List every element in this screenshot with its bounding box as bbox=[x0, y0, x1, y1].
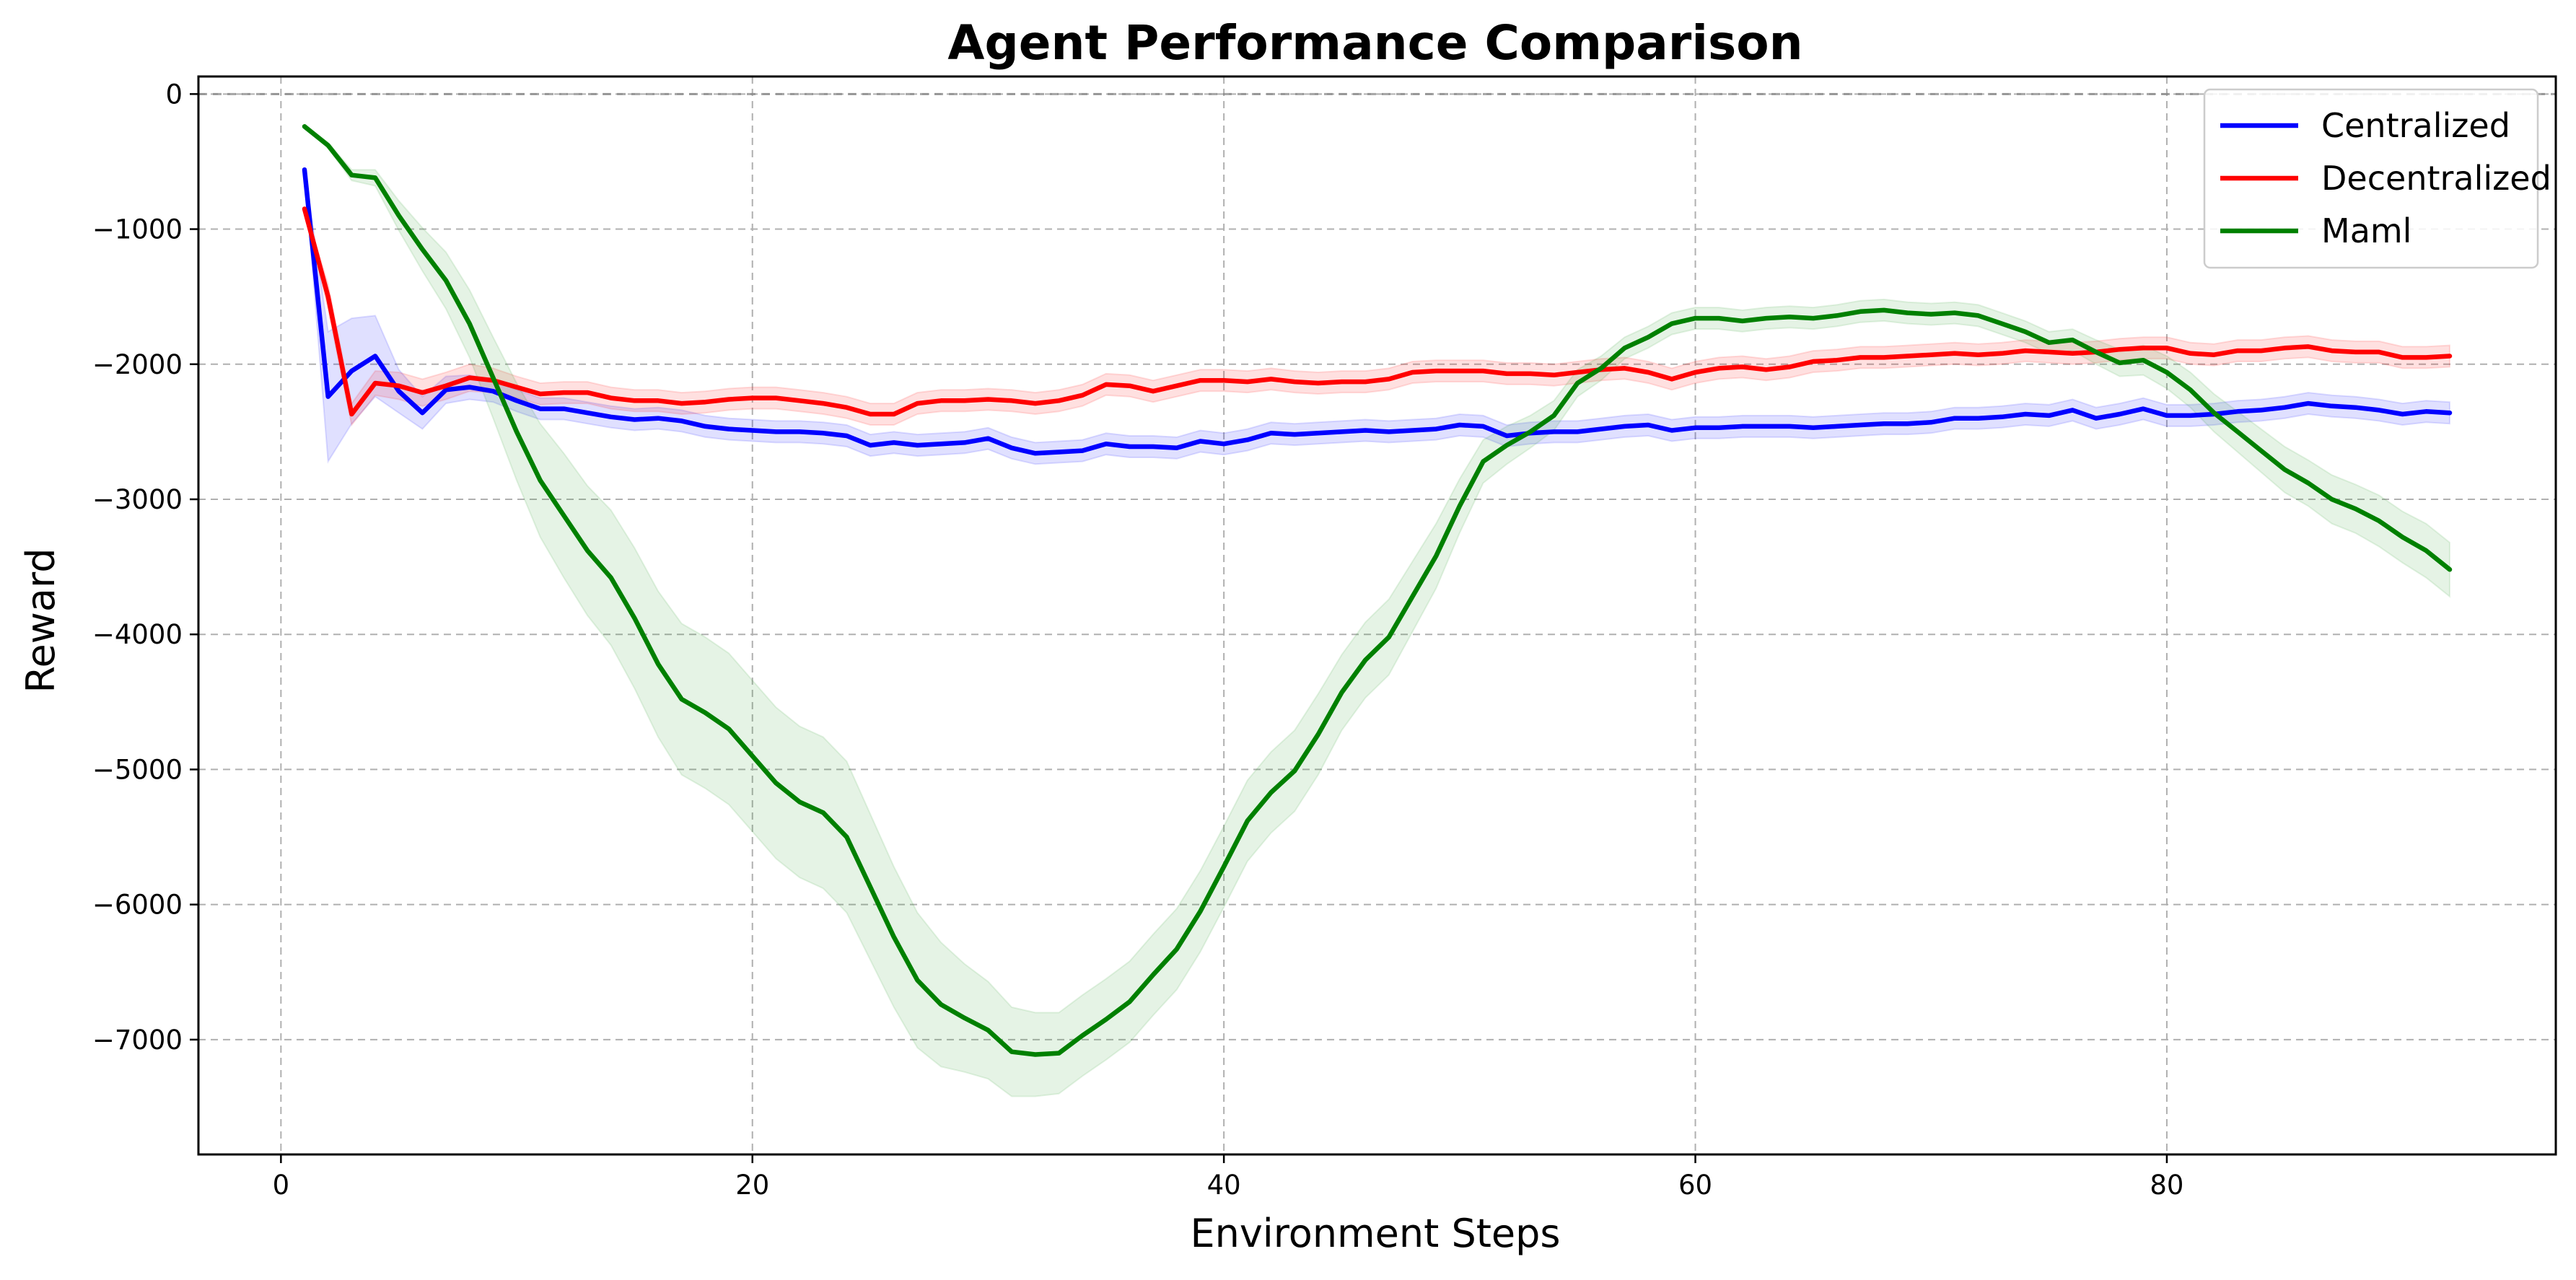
maml-confidence-band bbox=[304, 123, 2450, 1097]
x-axis-label: Environment Steps bbox=[1190, 1211, 1560, 1256]
legend-box bbox=[2203, 88, 2539, 269]
y-tick-label: −5000 bbox=[92, 754, 183, 785]
decentralized-legend-label: Decentralized bbox=[2321, 159, 2551, 198]
x-tick-label: 80 bbox=[2150, 1170, 2183, 1201]
chart-title: Agent Performance Comparison bbox=[947, 15, 1802, 71]
centralized-confidence-band bbox=[304, 168, 2450, 465]
x-tick-label: 0 bbox=[273, 1170, 290, 1201]
x-tick-label: 60 bbox=[1678, 1170, 1712, 1201]
maml-legend-label: Maml bbox=[2321, 211, 2411, 250]
y-tick-label: −1000 bbox=[92, 214, 183, 245]
plot-frame bbox=[197, 75, 2557, 1156]
y-tick-label: −6000 bbox=[92, 890, 183, 921]
y-tick-label: −2000 bbox=[92, 349, 183, 380]
axis-ticks: 0 20 40 60 80 0 −1000 −2000 −3000 −4000 −5000 −6000… bbox=[92, 79, 2184, 1201]
legend: Centralized Decentralized Maml bbox=[2203, 88, 2551, 269]
series-lines bbox=[302, 124, 2453, 1057]
y-tick-label: 0 bbox=[165, 79, 183, 110]
maml-series-line bbox=[302, 124, 2453, 1057]
y-tick-label: −3000 bbox=[92, 484, 183, 515]
x-tick-label: 40 bbox=[1207, 1170, 1241, 1201]
y-tick-label: −7000 bbox=[92, 1025, 183, 1056]
y-axis-label: Reward bbox=[18, 548, 63, 693]
x-tick-label: 20 bbox=[735, 1170, 769, 1201]
y-tick-label: −4000 bbox=[92, 619, 183, 650]
centralized-legend-label: Centralized bbox=[2321, 106, 2510, 145]
centralized-series-line bbox=[302, 167, 2453, 456]
